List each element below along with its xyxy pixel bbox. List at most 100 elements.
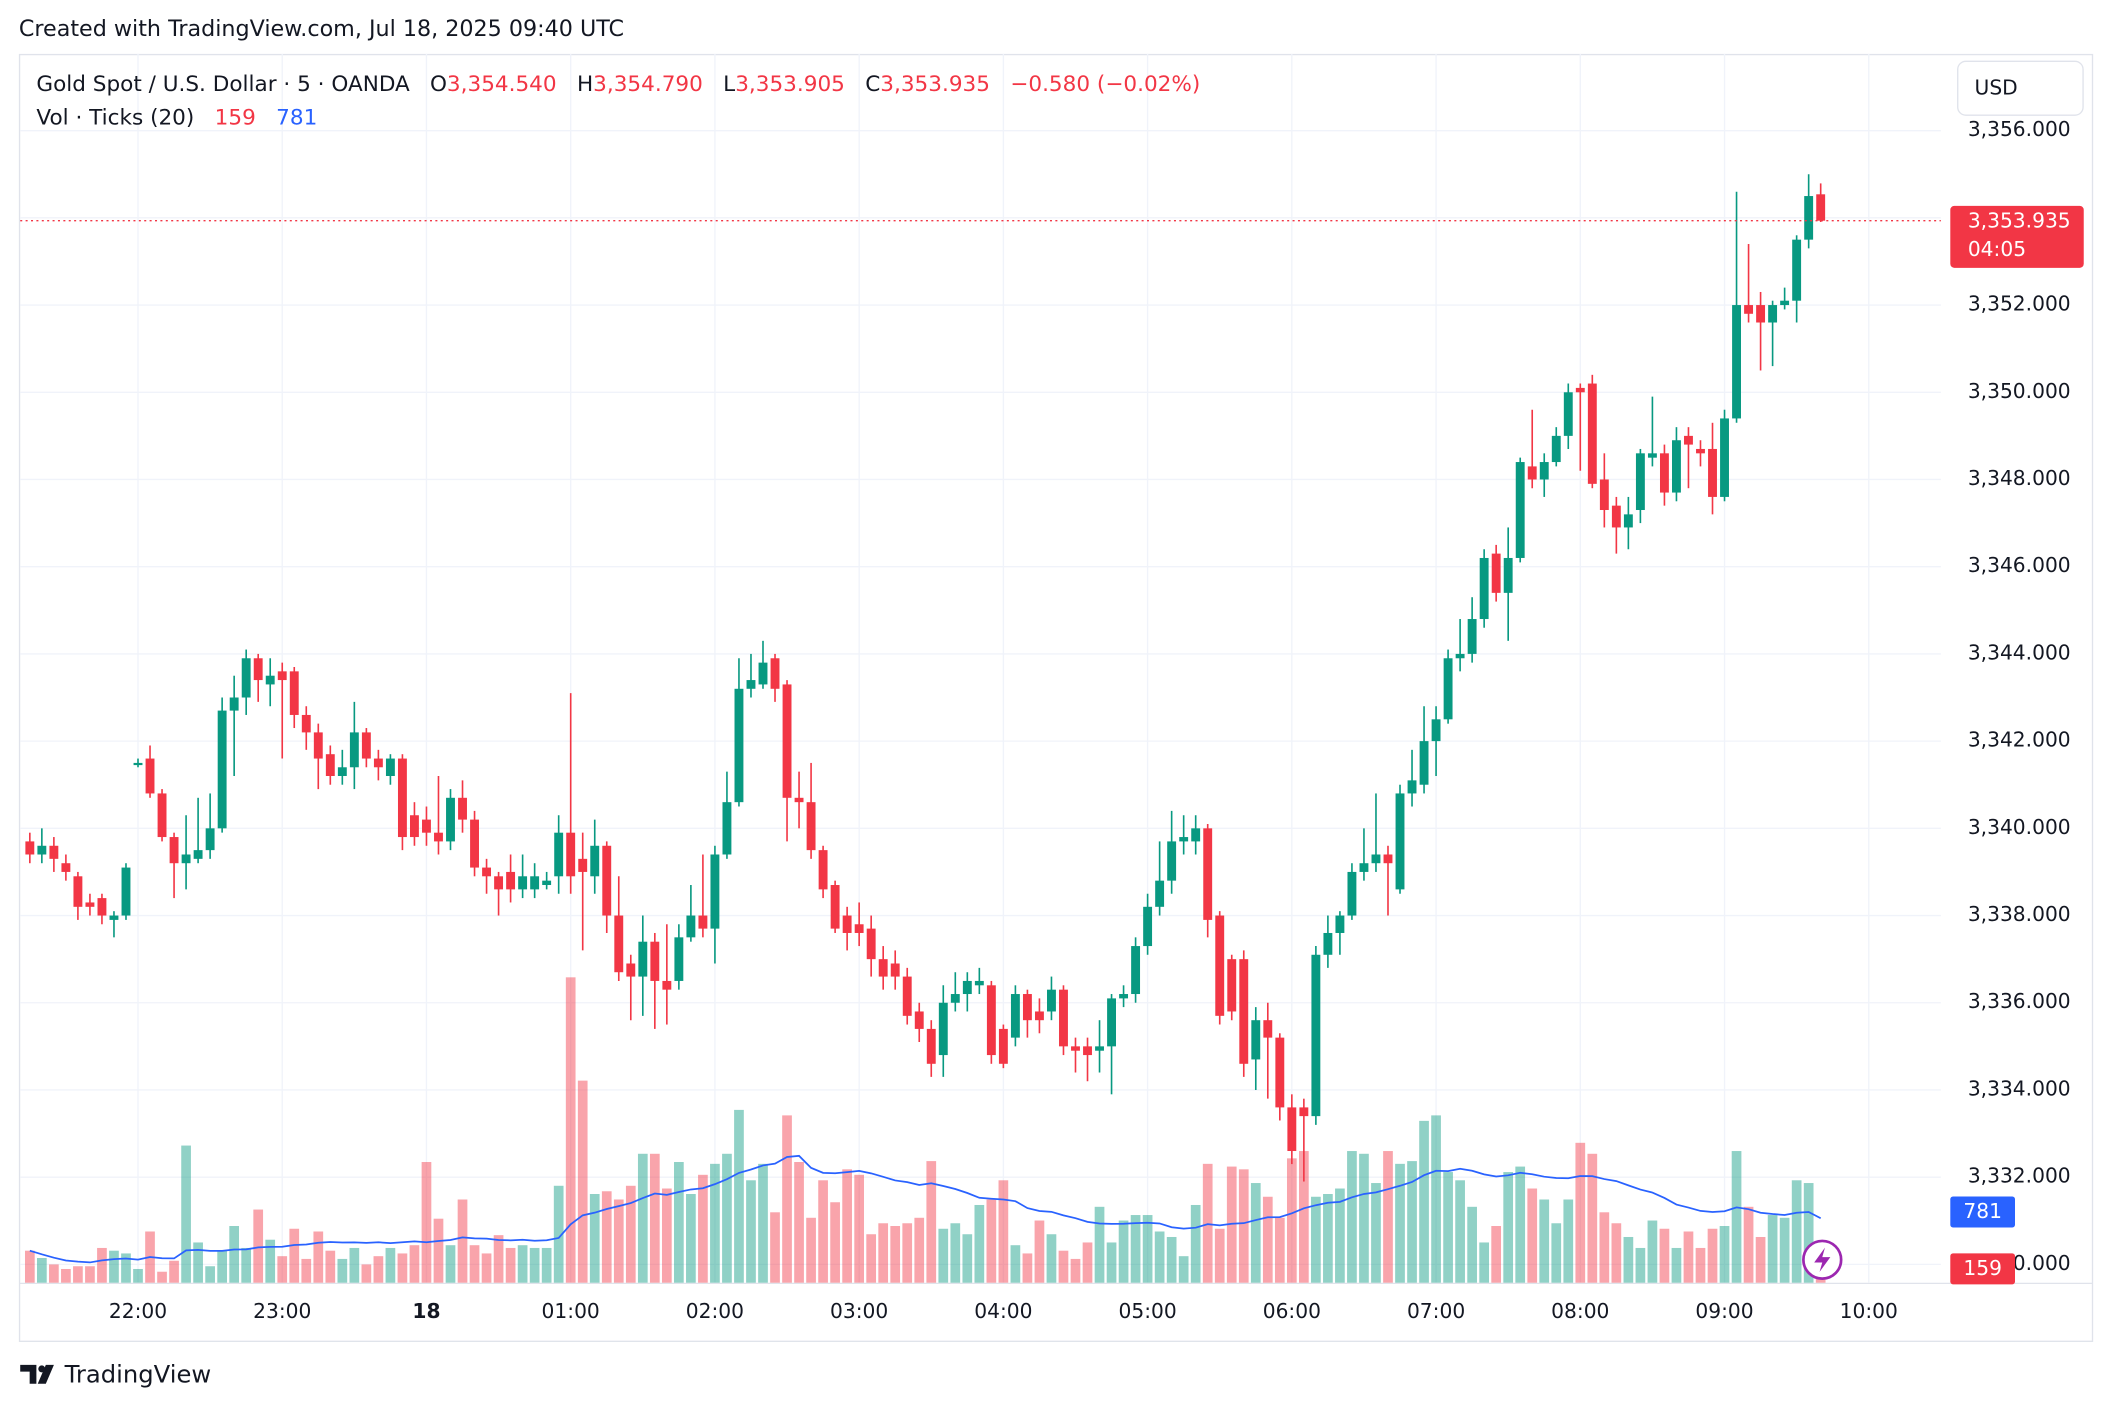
volume-bar xyxy=(830,1202,840,1283)
volume-bar xyxy=(1611,1223,1622,1283)
candle-body xyxy=(1215,915,1225,1016)
candle-body xyxy=(241,658,251,698)
candle-body xyxy=(49,845,59,859)
volume-bar xyxy=(121,1253,131,1283)
volume-bar xyxy=(409,1245,420,1283)
candle-body xyxy=(1539,462,1549,480)
candle-body xyxy=(1010,994,1020,1038)
candle-body xyxy=(1227,959,1237,1012)
volume-bar xyxy=(133,1268,143,1283)
candle-body xyxy=(422,819,431,833)
volume-bar xyxy=(613,1199,624,1283)
volume-bar xyxy=(589,1194,600,1283)
candle-body xyxy=(1768,305,1778,323)
volume-bar xyxy=(1311,1196,1321,1283)
volume-bar xyxy=(325,1250,336,1283)
volume-bar xyxy=(1527,1188,1538,1283)
volume-bar xyxy=(1539,1199,1550,1283)
candle-body xyxy=(446,797,455,842)
volume-bar xyxy=(722,1153,732,1283)
candle-body xyxy=(1191,828,1201,842)
currency: USD xyxy=(1975,75,2018,99)
volume-bar xyxy=(73,1266,83,1283)
candle-body xyxy=(1527,466,1537,480)
y-tick-label: 3,340.000 xyxy=(1968,815,2071,839)
candle-body xyxy=(686,915,696,938)
y-tick-label: 3,350.000 xyxy=(1968,379,2071,403)
candle-body xyxy=(1311,954,1321,1117)
candle-body xyxy=(1479,557,1489,620)
volume-bar xyxy=(1719,1226,1730,1283)
volume-bar xyxy=(397,1253,408,1283)
x-tick-label: 18 xyxy=(412,1299,440,1323)
candle-body xyxy=(1167,841,1177,881)
volume-bar xyxy=(1383,1151,1393,1283)
candle-body xyxy=(1491,553,1501,593)
candle-body xyxy=(974,980,984,986)
candle-body xyxy=(578,858,588,872)
candle-body xyxy=(409,815,419,838)
candle-body xyxy=(854,924,864,933)
volume-bar xyxy=(1022,1253,1033,1283)
candle-body xyxy=(349,732,359,768)
volume-bar xyxy=(313,1231,324,1283)
volume-bar xyxy=(950,1223,961,1283)
volume-bar xyxy=(1515,1166,1526,1283)
volume-bar xyxy=(914,1217,925,1283)
candle-body xyxy=(1107,998,1116,1047)
volume-bar xyxy=(758,1163,768,1283)
candle-body xyxy=(1599,479,1609,511)
volume-bar xyxy=(109,1250,119,1283)
y-tick-label: 3,336.000 xyxy=(1968,989,2071,1013)
volume-bar xyxy=(1250,1183,1261,1283)
candle-body xyxy=(1780,300,1790,306)
y-tick-label: 3,338.000 xyxy=(1968,902,2071,926)
volume-bar xyxy=(1491,1226,1502,1283)
volume-bar xyxy=(1286,1158,1297,1283)
candle-body xyxy=(746,680,756,689)
candle-body xyxy=(1143,906,1153,947)
volume-bar xyxy=(1599,1212,1610,1283)
volume-bar xyxy=(1503,1172,1514,1283)
candle-body xyxy=(614,915,624,973)
last-price-badge xyxy=(1950,205,2084,268)
candle-body xyxy=(1095,1046,1104,1051)
x-tick-label: 09:00 xyxy=(1695,1299,1753,1323)
volume-bar xyxy=(890,1226,901,1283)
candle-body xyxy=(145,758,155,794)
candle-body xyxy=(313,732,323,759)
volume-bar xyxy=(1058,1250,1069,1283)
volume-bar xyxy=(637,1153,648,1283)
candle-body xyxy=(253,658,263,681)
volume-bar xyxy=(1683,1231,1694,1283)
volume-bar xyxy=(1467,1206,1477,1283)
volume-bar xyxy=(854,1174,865,1283)
volume-bar xyxy=(878,1223,889,1283)
candle-body xyxy=(1034,1011,1044,1021)
candle-body xyxy=(590,845,600,877)
x-tick-label: 10:00 xyxy=(1840,1299,1898,1323)
candle-body xyxy=(1696,448,1705,454)
candle-body xyxy=(169,837,179,864)
label-h: H xyxy=(577,72,593,97)
volume-bar xyxy=(1551,1223,1562,1283)
candle-body xyxy=(722,802,732,855)
candle-body xyxy=(926,1028,936,1064)
candle-body xyxy=(698,915,708,929)
volume-bar xyxy=(61,1268,71,1283)
candle-body xyxy=(950,994,960,1003)
currency-button[interactable] xyxy=(1957,60,2084,116)
candle-body xyxy=(1672,440,1681,493)
candle-body xyxy=(602,845,612,916)
candle-body xyxy=(1299,1107,1309,1117)
candle-body xyxy=(770,658,780,689)
volume-bar xyxy=(517,1245,528,1283)
candle-body xyxy=(818,850,828,890)
candle-body xyxy=(193,850,203,859)
volume-bar xyxy=(541,1247,552,1283)
candle-body xyxy=(1203,828,1213,920)
volume-bar xyxy=(36,1258,47,1283)
last-price-label: 3,353.935 xyxy=(1968,209,2071,233)
volume-bar xyxy=(1743,1206,1754,1283)
volume-bar xyxy=(770,1212,780,1283)
